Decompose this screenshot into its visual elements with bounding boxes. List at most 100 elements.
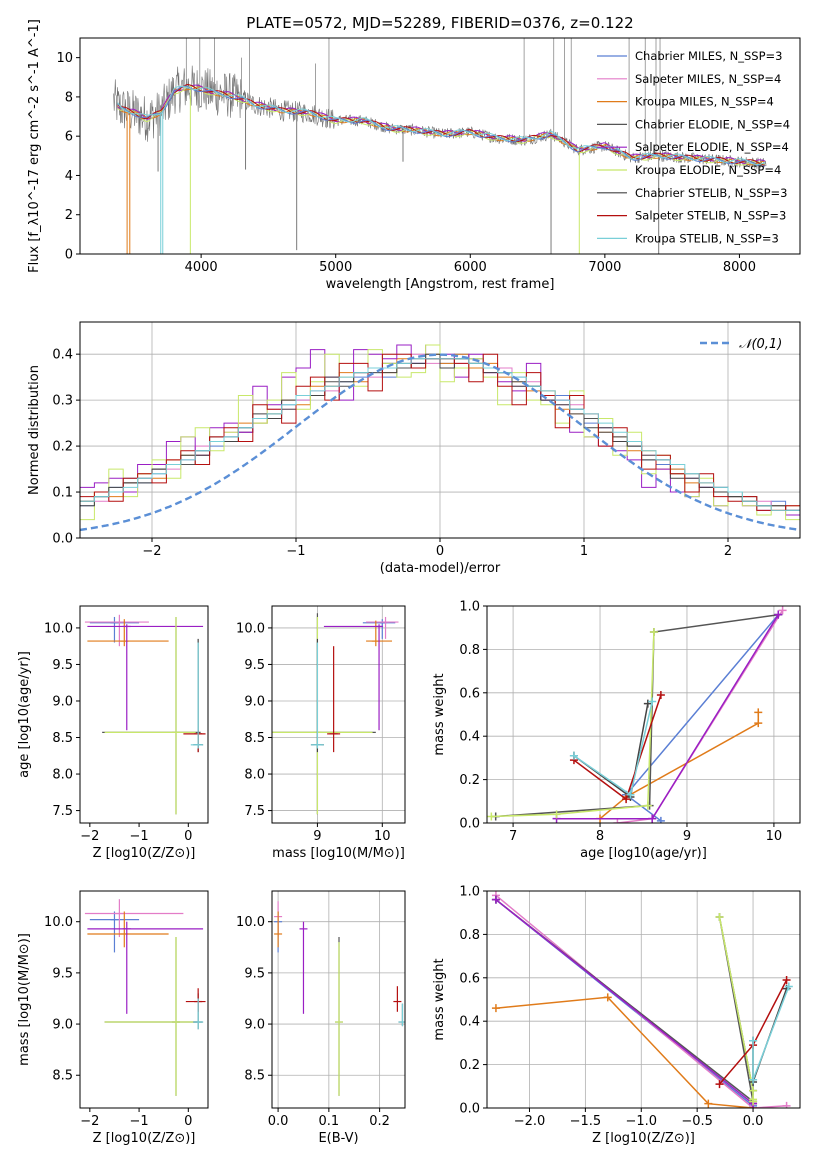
y-tick-label: 0.4 (459, 1015, 480, 1030)
x-tick-label: −1.5 (570, 1114, 602, 1129)
x-tick-label: 0.1 (319, 1114, 340, 1129)
legend-label: Salpeter MILES, N_SSP=4 (635, 72, 781, 86)
y-tick-label: 10.0 (236, 915, 265, 930)
weight-point (491, 1004, 500, 1013)
x-tick-label: 8000 (723, 260, 756, 275)
spectrum-legend: Chabrier MILES, N_SSP=3 Salpeter MILES, N… (597, 49, 790, 245)
weight-point (749, 1097, 758, 1106)
y-tick-label: 0.2 (52, 440, 73, 455)
y-tick-label: 2 (65, 208, 73, 223)
y-tick-label: 0.3 (52, 394, 73, 409)
y-tick-label: 9.5 (244, 966, 265, 981)
y-tick-label: 9.0 (244, 694, 265, 709)
x-axis-label: Z [log10(Z/Z⊙)] (93, 846, 196, 861)
legend-label: Kroupa STELIB, N_SSP=3 (635, 231, 779, 245)
weight-point (774, 610, 783, 619)
y-tick-label: 9.5 (52, 966, 73, 981)
y-tick-label: 0.0 (459, 817, 480, 832)
weight-point (643, 801, 652, 810)
y-tick-label: 9.0 (52, 1018, 73, 1033)
y-tick-label: 0.6 (459, 686, 480, 701)
y-tick-label: 0.4 (52, 348, 73, 363)
spectrum-frame (79, 37, 801, 255)
weight-point (613, 819, 622, 823)
age_vs_Z-frame (79, 605, 209, 824)
y-tick-label: 8.5 (244, 731, 265, 746)
x-tick-label: 10 (374, 829, 391, 844)
y-tick-label: 8.0 (244, 768, 265, 783)
weight-point (778, 606, 787, 615)
x-axis-label: wavelength [Angstrom, rest frame] (326, 277, 555, 292)
weight_vs_age-plot-area (487, 606, 787, 823)
y-tick-label: 7.5 (52, 804, 73, 819)
y-tick-label: 7.5 (244, 804, 265, 819)
weight-point (552, 810, 561, 819)
x-tick-label: 7000 (588, 260, 621, 275)
y-tick-label: 9.0 (52, 694, 73, 709)
weight-point (656, 690, 665, 699)
residual-legend: 𝒩(0,1) (700, 337, 782, 352)
legend-label: Kroupa MILES, N_SSP=4 (635, 95, 774, 109)
mass_vs_Z-plot-area (84, 899, 206, 1096)
x-tick-label: 0 (184, 829, 192, 844)
y-tick-label: 9.0 (244, 1018, 265, 1033)
weight-point (649, 628, 658, 637)
legend-label: Salpeter STELIB, N_SSP=3 (635, 209, 786, 223)
age_vs_Z-plot-area (84, 614, 206, 815)
legend-label: Kroupa ELODIE, N_SSP=4 (635, 163, 781, 177)
x-axis-label: Z [log10(Z/Z⊙)] (93, 1131, 196, 1146)
x-tick-label: 6000 (454, 260, 487, 275)
x-tick-label: 1 (580, 544, 588, 559)
weight-point (648, 697, 657, 706)
y-tick-label: 8 (65, 90, 73, 105)
weight-point (749, 1036, 758, 1045)
y-tick-label: 1.0 (459, 600, 480, 615)
y-tick-label: 0.2 (459, 773, 480, 788)
x-tick-label: 0 (436, 544, 444, 559)
y-axis-label: mass weight (432, 673, 447, 755)
y-tick-label: 0.0 (52, 532, 73, 547)
y-axis-label: mass weight (432, 958, 447, 1040)
x-tick-label: −1 (286, 544, 305, 559)
x-tick-label: 4000 (185, 260, 218, 275)
weight-point (754, 708, 763, 717)
model-spectrum (117, 83, 766, 166)
y-tick-label: 8.5 (52, 731, 73, 746)
y-tick-label: 0.0 (459, 1102, 480, 1117)
x-tick-label: 0 (184, 1114, 192, 1129)
y-tick-label: 6 (65, 130, 73, 145)
weight-point (648, 814, 657, 823)
histogram-step (80, 344, 800, 521)
mass_vs_Z-panel: −2 −1 0 8.5 9.0 9.5 10.0 Z [log10(Z/Z⊙)] mass [l… (17, 890, 209, 1146)
y-tick-label: 8.0 (52, 768, 73, 783)
residuals-panel: −2 −1 0 1 2 0.0 0.1 0.2 0.3 0.4 (data-model)/error… (27, 321, 801, 576)
weight-point (487, 812, 496, 821)
y-tick-label: 1.0 (459, 885, 480, 900)
weight-line (495, 613, 779, 818)
mass_vs_EBV-frame (271, 890, 406, 1109)
x-tick-label: −2.0 (514, 1114, 546, 1129)
x-tick-label: 9 (683, 829, 691, 844)
y-tick-label: 4 (65, 169, 73, 184)
y-tick-label: 8.5 (244, 1069, 265, 1084)
x-tick-label: −0.5 (681, 1114, 713, 1129)
x-tick-label: −1 (129, 829, 148, 844)
normal-curve (80, 353, 800, 532)
legend-label: 𝒩(0,1) (739, 337, 782, 352)
x-tick-label: 0.2 (369, 1114, 390, 1129)
y-tick-label: 10.0 (44, 621, 73, 636)
x-tick-label: −1 (129, 1114, 148, 1129)
residuals-plot-area (80, 344, 800, 532)
spectrum-plot-area (113, 38, 767, 254)
x-tick-label: −2 (142, 544, 161, 559)
y-tick-label: 0.8 (459, 928, 480, 943)
legend-label: Chabrier ELODIE, N_SSP=4 (635, 117, 790, 131)
weight-point (603, 993, 612, 1002)
y-tick-label: 9.5 (52, 658, 73, 673)
y-tick-label: 0.1 (52, 486, 73, 501)
mass_vs_Z-frame (79, 890, 209, 1109)
weight-point (754, 719, 763, 728)
legend-label: Chabrier MILES, N_SSP=3 (635, 49, 782, 63)
y-tick-label: 10.0 (236, 621, 265, 636)
